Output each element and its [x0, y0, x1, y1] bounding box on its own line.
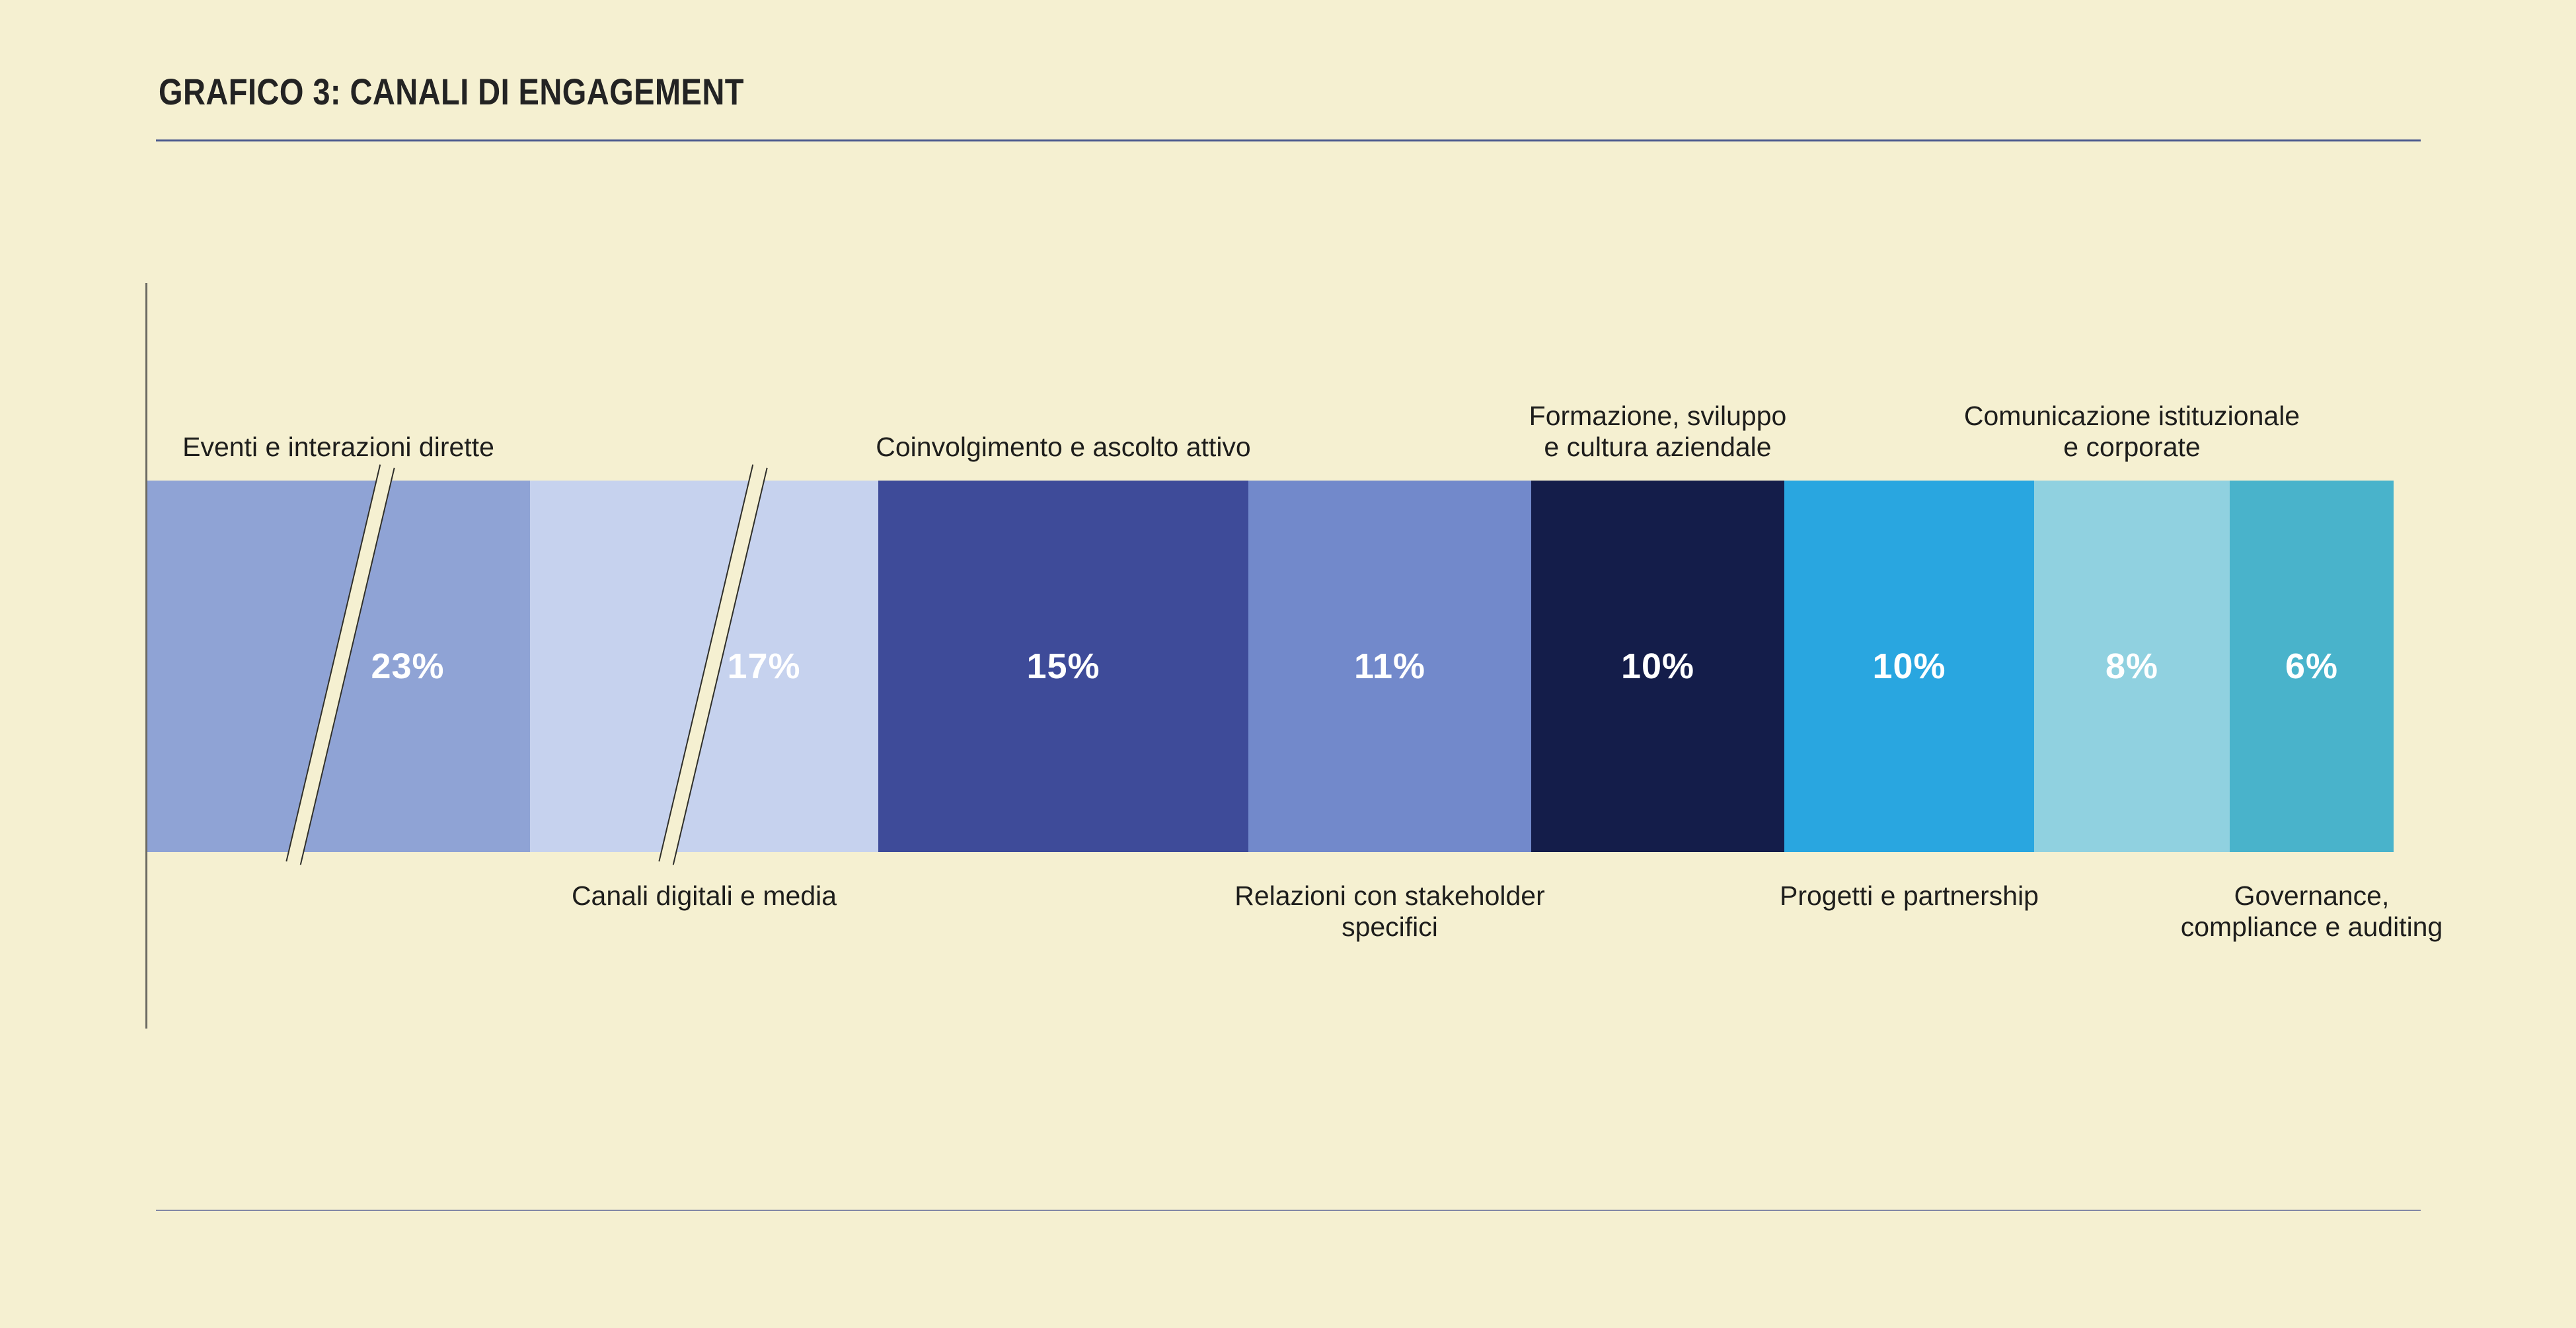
bar-segment: 10% — [1531, 481, 1784, 852]
segment-label-line: Coinvolgimento e ascolto attivo — [876, 432, 1251, 462]
segment-label-line: Canali digitali e media — [571, 880, 837, 911]
segment-label: Governance, compliance e auditing — [2047, 880, 2576, 943]
segment-label: Progetti e partnership — [1645, 880, 2174, 912]
segment-label: Eventi e interazioni dirette — [74, 432, 603, 463]
bar-segment: 8% — [2034, 481, 2230, 852]
segment-label: Coinvolgimento e ascolto attivo — [799, 432, 1328, 463]
segment-label-line: Formazione, sviluppo — [1529, 401, 1787, 431]
footer-divider — [156, 1210, 2421, 1211]
bar-segment: 10% — [1784, 481, 2034, 852]
segment-value: 6% — [2285, 646, 2339, 686]
bar-segment: 17% — [530, 481, 878, 852]
segment-label-line: Eventi e interazioni dirette — [182, 432, 494, 462]
header-divider — [156, 139, 2421, 141]
segment-label-line: Comunicazione istituzionale — [1963, 401, 2300, 431]
segment-label-line: Governance, — [2234, 880, 2390, 911]
bar-segment: 15% — [878, 481, 1248, 852]
segment-value: 15% — [1026, 646, 1100, 686]
chart-title: GRAFICO 3: CANALI DI ENGAGEMENT — [159, 71, 744, 112]
segment-label-line: e cultura aziendale — [1544, 432, 1772, 462]
segment-value: 23% — [371, 646, 445, 686]
segment-value: 11% — [1353, 646, 1426, 686]
segment-value: 8% — [2105, 646, 2159, 686]
stacked-bar: 23% 17% 15% 11% 10% 10% 8% 6% — [147, 481, 2394, 852]
y-axis-line — [145, 283, 147, 1029]
bar-segment: 6% — [2230, 481, 2394, 852]
segment-label-line: Progetti e partnership — [1779, 880, 2039, 911]
bar-segment: 11% — [1248, 481, 1531, 852]
segment-value: 17% — [727, 646, 801, 686]
segment-label-line: compliance e auditing — [2180, 912, 2443, 942]
segment-value: 10% — [1872, 646, 1946, 686]
segment-label-line: Relazioni con stakeholder — [1234, 880, 1545, 911]
segment-label-line: specifici — [1342, 912, 1438, 942]
segment-label: Canali digitali e media — [440, 880, 969, 912]
segment-label: Formazione, sviluppo e cultura aziendale — [1394, 401, 1922, 463]
segment-label: Comunicazione istituzionale e corporate — [1868, 401, 2396, 463]
segment-label: Relazioni con stakeholder specifici — [1125, 880, 1654, 943]
segment-value: 10% — [1620, 646, 1695, 686]
segment-label-line: e corporate — [2063, 432, 2201, 462]
